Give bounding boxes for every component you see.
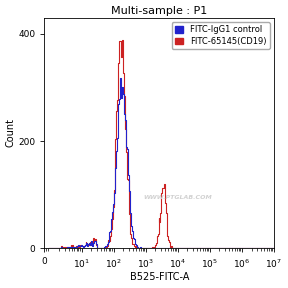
Legend: FITC-IgG1 control, FITC-65145(CD19): FITC-IgG1 control, FITC-65145(CD19) bbox=[172, 22, 270, 49]
X-axis label: B525-FITC-A: B525-FITC-A bbox=[130, 272, 189, 283]
Text: WWW.PTGLAB.COM: WWW.PTGLAB.COM bbox=[143, 195, 212, 200]
Title: Multi-sample : P1: Multi-sample : P1 bbox=[111, 5, 207, 16]
Y-axis label: Count: Count bbox=[5, 118, 16, 147]
